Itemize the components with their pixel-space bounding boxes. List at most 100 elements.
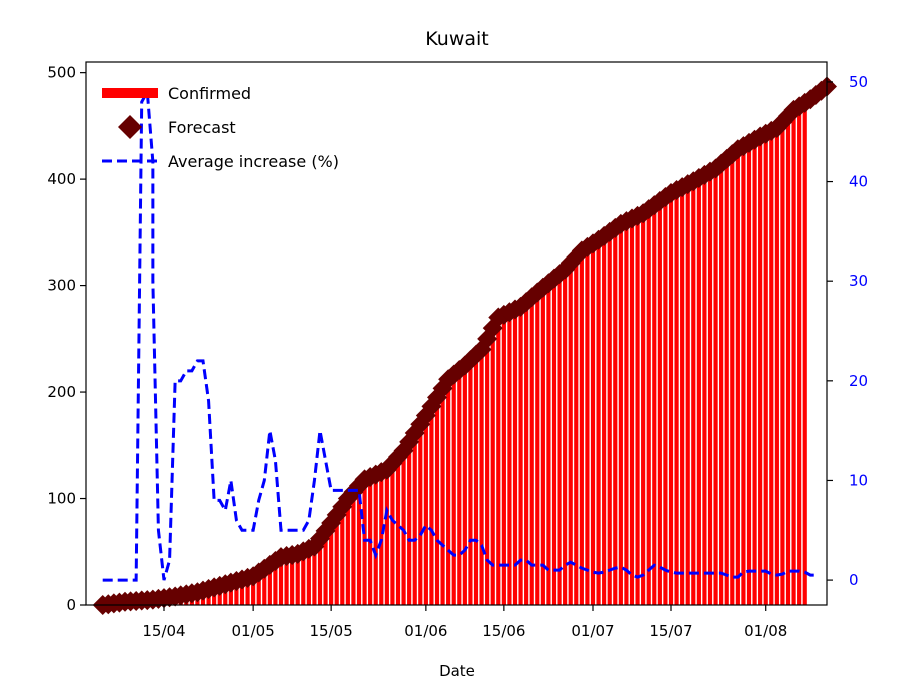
confirmed-bar xyxy=(351,492,356,605)
confirmed-bar xyxy=(741,146,746,606)
confirmed-bar xyxy=(401,450,406,605)
confirmed-bar xyxy=(524,302,529,605)
right-y-tick-label: 40 xyxy=(849,173,868,191)
confirmed-bar xyxy=(752,139,757,605)
confirmed-bar xyxy=(451,374,456,605)
plot-frame xyxy=(85,61,828,606)
confirmed-bar xyxy=(607,231,612,605)
confirmed-bar xyxy=(407,441,412,605)
x-tick-label: 15/06 xyxy=(482,622,525,640)
chart-title: Kuwait xyxy=(425,28,488,50)
confirmed-bar xyxy=(228,582,233,605)
x-tick-label: 15/04 xyxy=(142,622,185,640)
confirmed-bar xyxy=(429,406,434,605)
confirmed-bar xyxy=(551,278,557,605)
x-tick-label: 15/05 xyxy=(310,622,353,640)
confirmed-bar xyxy=(373,474,378,605)
confirmed-bar xyxy=(468,360,473,605)
x-tick-label: 01/07 xyxy=(571,622,614,640)
confirmed-bar xyxy=(440,388,445,605)
legend: Confirmed Forecast Average increase (%) xyxy=(102,84,339,171)
confirmed-bar xyxy=(652,205,657,605)
confirmed-bar xyxy=(418,424,423,605)
left-y-tick-label: 500 xyxy=(47,64,76,82)
confirmed-bar xyxy=(245,577,250,605)
confirmed-bar xyxy=(802,109,807,605)
confirmed-bar xyxy=(707,171,713,605)
confirmed-bar xyxy=(574,256,579,605)
confirmed-bar xyxy=(345,498,350,605)
confirmed-bar xyxy=(479,349,484,605)
confirmed-bar xyxy=(785,115,791,606)
confirmed-bar xyxy=(395,457,401,605)
right-y-axis: 0 10 20 30 40 50 xyxy=(827,73,868,589)
confirmed-bar xyxy=(540,287,545,605)
confirmed-bar xyxy=(646,209,651,605)
confirmed-bar xyxy=(507,312,512,605)
confirmed-bar xyxy=(702,174,707,606)
right-y-tick-label: 50 xyxy=(849,73,868,91)
right-y-tick-label: 20 xyxy=(849,372,868,390)
average-increase-line xyxy=(102,86,816,582)
confirmed-bar xyxy=(306,548,311,605)
confirmed-bar xyxy=(390,463,395,605)
confirmed-bar xyxy=(234,581,239,605)
confirmed-bar xyxy=(384,469,389,605)
confirmed-bar xyxy=(546,283,551,605)
confirmed-bar xyxy=(696,178,701,606)
confirmed-bar xyxy=(473,354,479,605)
legend-swatch-forecast xyxy=(118,115,142,139)
confirmed-bar xyxy=(579,250,584,605)
confirmed-bar xyxy=(557,274,562,605)
confirmed-bar xyxy=(618,223,623,605)
right-y-tick-label: 30 xyxy=(849,272,868,290)
right-y-tick-label: 0 xyxy=(849,571,859,589)
confirmed-bar xyxy=(446,379,451,605)
confirmed-bar xyxy=(680,187,685,605)
confirmed-bar xyxy=(317,538,323,605)
confirmed-bar xyxy=(490,328,495,605)
left-y-tick-label: 300 xyxy=(47,277,76,295)
left-y-tick-label: 0 xyxy=(66,596,76,614)
confirmed-bar xyxy=(590,243,596,605)
confirmed-bar xyxy=(613,227,618,605)
confirmed-bar xyxy=(512,309,518,605)
left-y-tick-label: 400 xyxy=(47,170,76,188)
confirmed-bar xyxy=(529,297,534,605)
confirmed-bar xyxy=(596,239,601,605)
confirmed-bar xyxy=(334,514,339,605)
confirmed-bar xyxy=(379,472,384,605)
confirmed-bar xyxy=(434,397,440,605)
legend-label: Forecast xyxy=(168,118,236,137)
confirmed-bar xyxy=(635,215,640,605)
confirmed-bar xyxy=(641,213,646,605)
confirmed-bar xyxy=(496,317,501,605)
confirmed-bar xyxy=(713,168,718,605)
confirmed-bar xyxy=(278,557,284,605)
confirmed-bar xyxy=(719,163,724,605)
confirmed-bar xyxy=(735,149,740,605)
confirmed-bars xyxy=(106,109,807,606)
confirmed-bar xyxy=(685,184,690,605)
x-tick-label: 01/08 xyxy=(744,622,787,640)
confirmed-bar xyxy=(301,551,306,605)
confirmed-bar xyxy=(774,128,779,605)
right-y-tick-label: 10 xyxy=(849,471,868,489)
confirmed-bar xyxy=(239,579,245,605)
confirmed-bar xyxy=(629,218,635,605)
confirmed-bar xyxy=(563,269,568,605)
confirmed-bar xyxy=(457,370,462,605)
legend-label: Confirmed xyxy=(168,84,251,103)
confirmed-bar xyxy=(356,485,362,605)
confirmed-bar xyxy=(730,154,735,605)
confirmed-bar xyxy=(362,479,367,605)
confirmed-bar xyxy=(256,572,261,605)
confirmed-bar xyxy=(691,181,696,605)
confirmed-bar xyxy=(273,560,278,605)
confirmed-bar xyxy=(412,433,417,605)
legend-swatch-confirmed xyxy=(102,88,158,98)
left-y-tick-label: 100 xyxy=(47,490,76,508)
x-tick-label: 01/05 xyxy=(232,622,275,640)
confirmed-bar xyxy=(295,553,300,605)
